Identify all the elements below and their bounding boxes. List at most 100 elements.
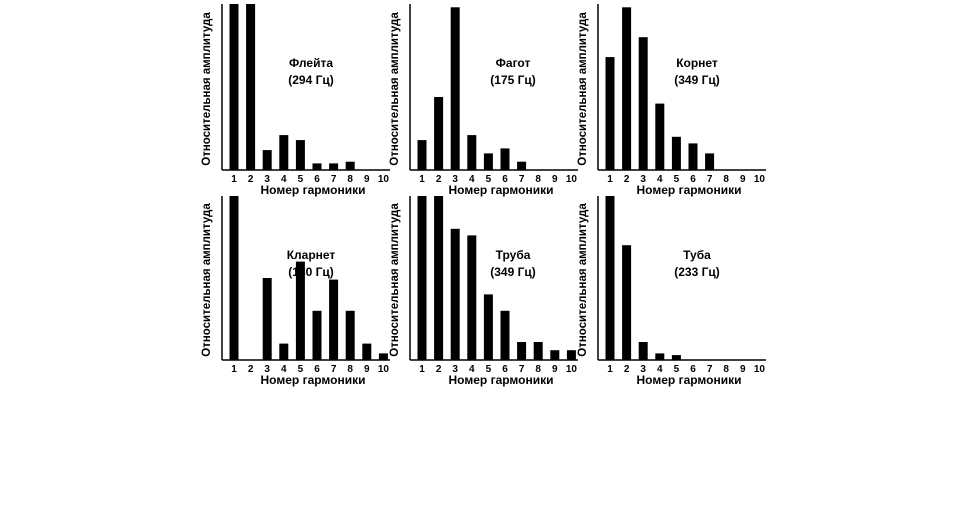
x-tick-label: 2 bbox=[248, 174, 254, 185]
chart-title-frequency: (180 Гц) bbox=[288, 265, 334, 279]
chart-title-frequency: (175 Гц) bbox=[490, 73, 536, 87]
x-tick-label: 8 bbox=[535, 174, 541, 185]
x-tick-label: 6 bbox=[502, 174, 508, 185]
bar-harmonic-7 bbox=[329, 163, 339, 170]
bar-harmonic-1 bbox=[417, 196, 427, 360]
bar-harmonic-3 bbox=[262, 150, 272, 170]
bar-harmonic-5 bbox=[671, 136, 681, 170]
bar-harmonic-10 bbox=[378, 353, 388, 360]
bar-harmonic-2 bbox=[622, 7, 632, 170]
x-tick-label: 6 bbox=[690, 364, 696, 375]
bar-harmonic-5 bbox=[295, 140, 305, 170]
bar-harmonic-4 bbox=[279, 135, 289, 170]
chart-panel-6: 1 2 3 4 5 6 7 8 9 10 Номер гармоники Относительная … bbox=[577, 196, 766, 387]
x-tick-label: 10 bbox=[566, 364, 578, 375]
bar-harmonic-4 bbox=[467, 235, 477, 360]
x-axis-label: Номер гармоники bbox=[449, 183, 554, 197]
x-tick-label: 1 bbox=[419, 364, 425, 375]
bar-harmonic-6 bbox=[312, 310, 322, 360]
x-tick-label: 7 bbox=[331, 174, 337, 185]
bar-harmonic-3 bbox=[450, 7, 460, 170]
x-tick-label: 7 bbox=[707, 364, 713, 375]
bar-harmonic-9 bbox=[550, 350, 560, 360]
chart-title-instrument: Фагот bbox=[496, 56, 531, 70]
bar-harmonic-2 bbox=[434, 97, 444, 170]
x-tick-label: 6 bbox=[690, 174, 696, 185]
x-tick-label: 4 bbox=[657, 174, 663, 185]
x-tick-label: 8 bbox=[347, 174, 353, 185]
x-tick-label: 4 bbox=[657, 364, 663, 375]
x-tick-label: 9 bbox=[552, 364, 558, 375]
x-tick-label: 2 bbox=[248, 364, 254, 375]
chart-title-instrument: Кларнет bbox=[287, 248, 336, 262]
x-tick-label: 3 bbox=[264, 364, 270, 375]
bar-harmonic-4 bbox=[467, 135, 477, 170]
x-tick-label: 4 bbox=[281, 364, 287, 375]
chart-title-instrument: Туба bbox=[683, 248, 711, 262]
x-tick-label: 7 bbox=[707, 174, 713, 185]
x-tick-label: 10 bbox=[754, 364, 766, 375]
bar-harmonic-3 bbox=[638, 37, 648, 171]
x-tick-label: 1 bbox=[607, 364, 613, 375]
bar-harmonic-1 bbox=[605, 196, 615, 360]
bar-harmonic-1 bbox=[229, 4, 239, 170]
chart-title-frequency: (233 Гц) bbox=[674, 265, 720, 279]
bar-harmonic-8 bbox=[345, 161, 355, 170]
x-tick-label: 2 bbox=[436, 174, 442, 185]
bar-harmonic-2 bbox=[434, 196, 444, 360]
bar-harmonic-6 bbox=[500, 310, 510, 360]
bar-harmonic-4 bbox=[279, 343, 289, 360]
x-tick-label: 8 bbox=[723, 174, 729, 185]
bar-harmonic-7 bbox=[517, 161, 527, 170]
bar-harmonic-5 bbox=[483, 153, 493, 170]
bar-harmonic-4 bbox=[655, 353, 665, 360]
x-tick-label: 1 bbox=[231, 364, 237, 375]
x-tick-label: 7 bbox=[331, 364, 337, 375]
x-tick-label: 6 bbox=[314, 364, 320, 375]
x-tick-label: 10 bbox=[566, 174, 578, 185]
bar-harmonic-4 bbox=[655, 103, 665, 170]
x-tick-label: 3 bbox=[640, 174, 646, 185]
x-tick-label: 5 bbox=[486, 174, 492, 185]
bar-harmonic-10 bbox=[566, 350, 576, 360]
y-axis-label: Относительная амплитуда bbox=[389, 12, 401, 166]
bar-harmonic-1 bbox=[605, 57, 615, 170]
chart-title-frequency: (349 Гц) bbox=[674, 73, 720, 87]
x-tick-label: 6 bbox=[502, 364, 508, 375]
x-tick-label: 2 bbox=[624, 364, 630, 375]
x-tick-label: 1 bbox=[419, 174, 425, 185]
x-tick-label: 5 bbox=[298, 174, 304, 185]
chart-title-instrument: Труба bbox=[496, 248, 531, 262]
bar-harmonic-8 bbox=[533, 342, 543, 360]
chart-title-instrument: Флейта bbox=[289, 56, 333, 70]
x-tick-label: 8 bbox=[347, 364, 353, 375]
bar-harmonic-7 bbox=[705, 153, 715, 170]
x-axis-label: Номер гармоники bbox=[637, 373, 742, 387]
x-tick-label: 9 bbox=[552, 174, 558, 185]
bar-harmonic-6 bbox=[688, 143, 698, 170]
x-tick-label: 6 bbox=[314, 174, 320, 185]
bar-harmonic-6 bbox=[312, 163, 322, 170]
bar-harmonic-6 bbox=[500, 148, 510, 170]
bar-harmonic-5 bbox=[671, 355, 681, 360]
x-tick-label: 8 bbox=[723, 364, 729, 375]
x-tick-label: 5 bbox=[674, 174, 680, 185]
y-axis-label: Относительная амплитуда bbox=[201, 12, 213, 166]
x-tick-label: 3 bbox=[640, 364, 646, 375]
chart-panel-1: 1 2 3 4 5 6 7 8 9 10 Номер гармоники Относительная … bbox=[201, 4, 390, 197]
x-tick-label: 1 bbox=[231, 174, 237, 185]
x-tick-label: 10 bbox=[378, 174, 390, 185]
x-tick-label: 7 bbox=[519, 364, 525, 375]
x-tick-label: 2 bbox=[624, 174, 630, 185]
x-tick-label: 9 bbox=[740, 364, 746, 375]
x-tick-label: 3 bbox=[452, 364, 458, 375]
x-tick-label: 3 bbox=[264, 174, 270, 185]
bar-harmonic-1 bbox=[417, 140, 427, 170]
x-tick-label: 1 bbox=[607, 174, 613, 185]
x-tick-label: 10 bbox=[378, 364, 390, 375]
y-axis-label: Относительная амплитуда bbox=[389, 203, 401, 357]
x-tick-label: 9 bbox=[740, 174, 746, 185]
bar-harmonic-3 bbox=[450, 228, 460, 360]
x-tick-label: 4 bbox=[469, 364, 475, 375]
